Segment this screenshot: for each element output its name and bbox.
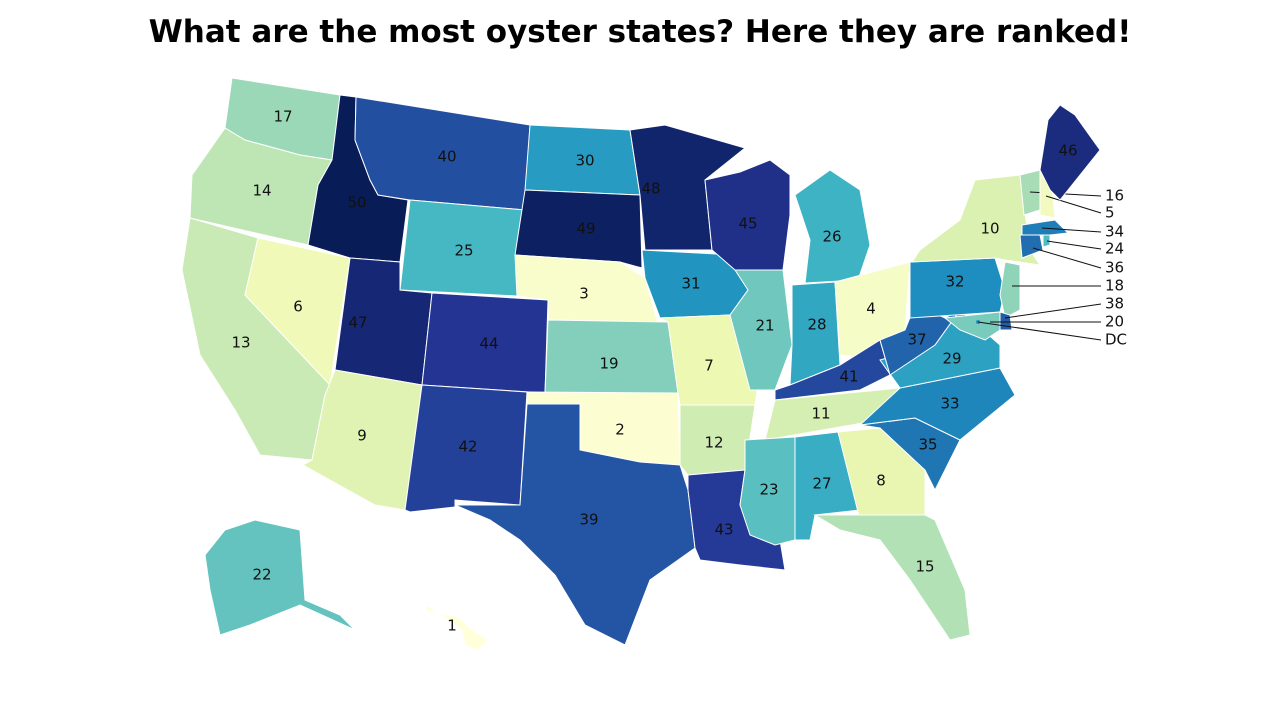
region-label: 8 <box>876 472 886 490</box>
region-label: 41 <box>839 368 858 386</box>
region <box>794 169 871 284</box>
region-label: 7 <box>704 357 714 375</box>
region <box>911 174 1042 266</box>
region <box>419 599 489 651</box>
region-label: 37 <box>907 331 926 349</box>
region-label: 29 <box>942 350 961 368</box>
region <box>404 384 528 513</box>
leader-line <box>977 321 1102 341</box>
region-label: 2 <box>615 421 625 439</box>
region <box>454 403 696 646</box>
region-label: 43 <box>714 521 733 539</box>
region-label: 49 <box>576 220 595 238</box>
region-label: 44 <box>479 335 498 353</box>
region <box>943 311 1001 341</box>
region <box>999 261 1021 319</box>
region-label: 1 <box>447 617 457 635</box>
leader-line <box>1046 240 1102 250</box>
region-label: 25 <box>454 242 473 260</box>
region-label: 47 <box>348 314 367 332</box>
region <box>999 311 1013 331</box>
region-label: 42 <box>458 438 477 456</box>
region-label: 11 <box>811 405 830 423</box>
region-label: 36 <box>1105 259 1124 277</box>
region <box>704 159 791 271</box>
region-label: 33 <box>940 395 959 413</box>
leader-line <box>1041 227 1102 233</box>
region-label: 4 <box>866 300 876 318</box>
region-label: 34 <box>1105 223 1124 241</box>
region-label: 45 <box>738 215 757 233</box>
region-label: 39 <box>579 511 598 529</box>
region-label: 6 <box>293 298 303 316</box>
region <box>837 427 926 521</box>
region-label: 38 <box>1105 295 1124 313</box>
region-label: DC <box>1105 331 1127 349</box>
region-label: 19 <box>599 355 618 373</box>
chart-title: What are the most oyster states? Here th… <box>149 14 1132 50</box>
region-label: 13 <box>231 334 250 352</box>
region-label: 3 <box>579 285 589 303</box>
region-label: 24 <box>1105 240 1124 258</box>
region-label: 40 <box>437 148 456 166</box>
region <box>514 189 643 269</box>
region-label: 22 <box>252 566 271 584</box>
region <box>1019 234 1044 259</box>
region-label: 28 <box>807 316 826 334</box>
region <box>1021 219 1070 236</box>
region <box>813 514 971 641</box>
region-label: 17 <box>273 108 292 126</box>
region-label: 32 <box>945 273 964 291</box>
region-label: 10 <box>980 220 999 238</box>
region-label: 26 <box>822 228 841 246</box>
region-label: 16 <box>1105 187 1124 205</box>
region-label: 20 <box>1105 313 1124 331</box>
leader-line <box>1032 247 1102 269</box>
region-label: 18 <box>1105 277 1124 295</box>
region-label: 46 <box>1058 142 1077 160</box>
leader-line <box>1004 303 1102 319</box>
region-label: 30 <box>575 152 594 170</box>
region-label: 31 <box>681 275 700 293</box>
region-label: 23 <box>759 481 778 499</box>
region-label: 50 <box>347 194 366 212</box>
region <box>729 269 793 391</box>
region-label: 9 <box>357 427 367 445</box>
region-label: 27 <box>812 475 831 493</box>
region-label: 48 <box>641 180 660 198</box>
region-label: 12 <box>704 434 723 452</box>
region-label: 21 <box>755 317 774 335</box>
region <box>204 519 356 636</box>
region-label: 5 <box>1105 204 1115 222</box>
leader-line <box>1045 195 1102 214</box>
region <box>1039 104 1101 201</box>
region-label: 15 <box>915 558 934 576</box>
region-label: 14 <box>252 182 271 200</box>
region-label: 35 <box>918 436 937 454</box>
